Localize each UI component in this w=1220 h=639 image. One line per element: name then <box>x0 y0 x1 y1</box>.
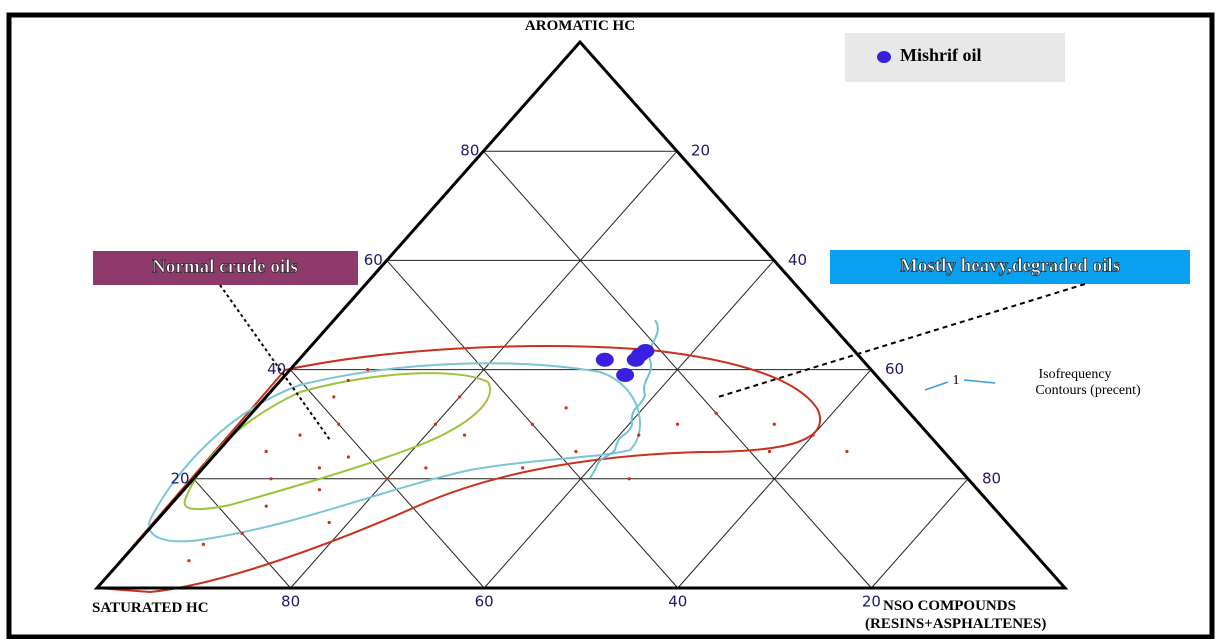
annotation: 1 <box>953 373 960 388</box>
point <box>332 395 336 399</box>
right-label: NSO COMPOUNDS <box>883 598 1016 614</box>
point <box>458 395 462 399</box>
annotation: Mostly heavy,degraded oils <box>900 255 1120 276</box>
frame <box>6 12 1215 639</box>
point <box>337 422 341 426</box>
point <box>595 352 614 367</box>
left-label: SATURATED HC <box>92 600 209 616</box>
point <box>317 488 322 492</box>
tick-label: 40 <box>668 593 687 611</box>
tick-label: 60 <box>475 593 494 611</box>
leader-line <box>219 284 331 441</box>
annotation-box <box>830 250 1190 284</box>
annotation: Isofrequency <box>1038 367 1111 382</box>
point <box>264 504 268 508</box>
point <box>433 422 438 426</box>
top-label: AROMATIC HC <box>525 18 635 34</box>
point <box>187 559 191 563</box>
right-label: (RESINS+ASPHALTENES) <box>865 616 1046 632</box>
point <box>714 411 718 415</box>
contour-line <box>589 319 659 479</box>
tick-label: 80 <box>460 142 479 160</box>
contour-red <box>94 345 821 594</box>
tick-label: 40 <box>788 251 807 269</box>
legend-label: Mishrif oil <box>900 45 982 65</box>
annotation: Normal crude oils <box>152 256 298 277</box>
legend: Mishrif oil <box>845 33 1065 82</box>
point <box>845 449 849 454</box>
point <box>366 368 370 372</box>
tick-label: 20 <box>862 593 881 611</box>
legend-marker <box>877 51 891 63</box>
point <box>574 449 578 454</box>
point <box>317 466 322 470</box>
leader-line <box>717 283 1086 398</box>
point <box>530 422 534 426</box>
point <box>636 344 655 359</box>
point <box>424 466 428 470</box>
point <box>627 477 631 481</box>
isofrequency-sample <box>924 379 996 391</box>
annotation-box <box>93 251 358 285</box>
point <box>462 433 467 437</box>
tick-label: 20 <box>171 469 190 487</box>
point <box>616 368 635 383</box>
point <box>298 433 302 437</box>
triangle <box>93 39 1069 590</box>
point <box>772 422 776 426</box>
point <box>264 449 268 454</box>
tick-label: 60 <box>364 251 383 269</box>
contour-green <box>183 372 491 511</box>
point <box>240 531 244 536</box>
marks <box>187 344 849 563</box>
grid-line <box>483 150 872 589</box>
point <box>346 455 351 459</box>
point <box>201 542 205 546</box>
contour-cyan <box>148 362 641 543</box>
point <box>811 433 815 437</box>
annotation: Contours (precent) <box>1035 383 1141 398</box>
point <box>767 449 772 454</box>
point <box>269 477 273 481</box>
point <box>327 520 331 525</box>
tick-label: 80 <box>982 469 1001 487</box>
grid-line <box>483 260 775 589</box>
tick-label: 80 <box>281 593 300 611</box>
point <box>385 477 389 481</box>
tick-label: 40 <box>267 360 286 378</box>
tick-label: 60 <box>885 360 904 378</box>
point <box>564 406 568 410</box>
point <box>637 433 641 437</box>
tick-label: 20 <box>691 142 710 160</box>
point <box>521 466 525 470</box>
point <box>346 378 350 383</box>
grid-line <box>871 478 969 589</box>
point <box>675 422 680 426</box>
